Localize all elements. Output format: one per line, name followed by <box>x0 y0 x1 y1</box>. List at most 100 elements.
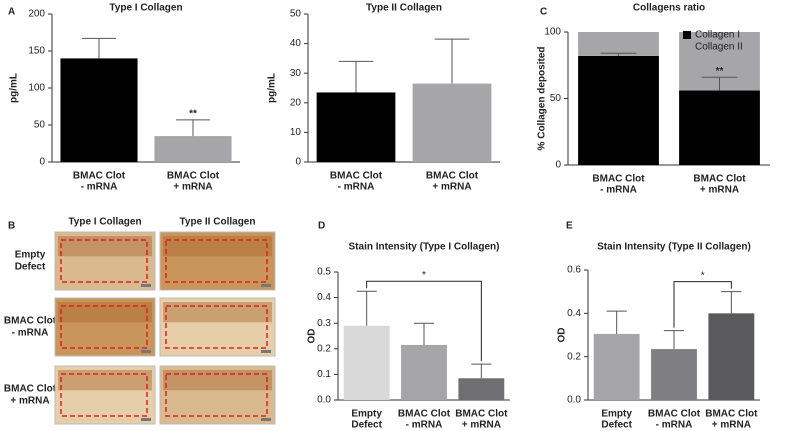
chart-title: Type II Collagen <box>366 3 442 14</box>
x-tick-label: BMAC Clot <box>705 409 758 420</box>
legend-swatch <box>683 31 691 39</box>
region-of-interest <box>165 373 268 417</box>
x-tick-label: + mRNA <box>712 420 751 431</box>
y-tick-label: 0.4 <box>317 292 331 303</box>
row-label: BMAC Clot <box>4 384 57 395</box>
histology-image <box>159 365 276 425</box>
bar-segment <box>578 55 659 165</box>
y-tick-label: 0.6 <box>567 265 581 276</box>
histology-image <box>54 365 156 425</box>
bar <box>401 344 447 400</box>
y-tick-label: 0.2 <box>317 343 331 354</box>
x-tick-label: BMAC Clot <box>330 171 383 182</box>
scale-bar <box>141 350 151 353</box>
panel-label: E <box>566 221 573 232</box>
y-tick-label: 30 <box>290 68 302 79</box>
scale-bar <box>141 284 151 287</box>
x-tick-label: BMAC Clot <box>693 174 746 185</box>
scale-bar <box>261 350 271 353</box>
significance-bracket <box>673 281 732 328</box>
y-tick-label: 0.5 <box>317 267 331 278</box>
bar <box>343 325 390 400</box>
y-axis-label: pg/mL <box>9 73 20 103</box>
y-tick-label: 50 <box>34 120 46 131</box>
y-tick-label: 0.4 <box>567 308 581 319</box>
significance-bracket <box>366 280 482 362</box>
chart-title: Stain Intensity (Type I Collagen) <box>349 242 500 253</box>
y-tick-label: 150 <box>28 46 45 57</box>
bar <box>412 83 492 162</box>
bar-segment <box>679 90 760 165</box>
row-label: - mRNA <box>12 328 49 339</box>
column-header: Type I Collagen <box>68 217 141 228</box>
x-tick-label: BMAC Clot <box>398 409 451 420</box>
y-tick-label: 0.1 <box>317 369 331 380</box>
y-tick-label: 0.2 <box>567 351 581 362</box>
y-tick-label: 0.0 <box>317 395 331 406</box>
legend-label: Collagen I <box>695 30 740 41</box>
x-tick-label: BMAC Clot <box>426 171 479 182</box>
y-axis-label: OD <box>307 329 318 344</box>
x-tick-label: - mRNA <box>600 185 637 196</box>
legend-swatch <box>683 43 691 51</box>
row-label: BMAC Clot <box>4 316 57 327</box>
y-tick-label: 100 <box>28 83 45 94</box>
region-of-interest <box>165 239 268 283</box>
scale-bar <box>261 418 271 421</box>
x-tick-label: BMAC Clot <box>648 409 701 420</box>
y-axis-label: OD <box>557 328 568 343</box>
histology-image <box>54 231 156 291</box>
y-tick-label: 0 <box>295 157 301 168</box>
column-header: Type II Collagen <box>180 217 256 228</box>
y-axis-label: % Collagen deposited <box>537 47 548 151</box>
legend-label: Collagen II <box>695 42 743 53</box>
region-of-interest <box>60 239 148 283</box>
x-tick-label: Defect <box>601 420 632 431</box>
chart-title: Stain Intensity (Type II Collagen) <box>597 242 751 253</box>
panel-label: B <box>8 221 15 232</box>
y-tick-label: 0 <box>39 157 45 168</box>
row-label: Empty <box>15 250 46 261</box>
y-tick-label: 20 <box>290 97 302 108</box>
significance-label: ** <box>189 108 197 119</box>
histology-tissue <box>163 370 272 391</box>
scale-bar <box>261 284 271 287</box>
x-tick-label: - mRNA <box>406 420 443 431</box>
x-tick-label: + mRNA <box>462 420 501 431</box>
panel-label: A <box>8 7 15 18</box>
scale-bar <box>141 418 151 421</box>
panel-label: D <box>318 221 325 232</box>
panel-label: C <box>540 7 547 18</box>
y-tick-label: 200 <box>28 9 45 20</box>
bar <box>316 92 396 162</box>
x-tick-label: Defect <box>351 420 382 431</box>
y-tick-label: 0.3 <box>317 318 331 329</box>
x-tick-label: + mRNA <box>432 182 471 193</box>
y-tick-label: 50 <box>290 9 302 20</box>
significance-label: * <box>422 270 426 281</box>
histology-image <box>159 297 276 357</box>
histology-tissue <box>58 236 152 257</box>
chart-title: Collagens ratio <box>633 3 705 14</box>
histology-image <box>159 231 276 291</box>
x-tick-label: BMAC Clot <box>455 409 508 420</box>
bar <box>458 378 505 400</box>
histology-tissue <box>163 236 272 257</box>
bar <box>708 313 755 400</box>
chart-title: Type I Collagen <box>109 3 182 14</box>
y-tick-label: 0.0 <box>567 395 581 406</box>
row-label: + mRNA <box>10 396 49 407</box>
x-tick-label: - mRNA <box>81 182 118 193</box>
x-tick-label: - mRNA <box>338 182 375 193</box>
row-label: Defect <box>15 262 46 273</box>
x-tick-label: BMAC Clot <box>592 174 645 185</box>
bar <box>651 349 697 400</box>
y-tick-label: 0 <box>555 160 561 171</box>
significance-label: ** <box>716 66 724 77</box>
histology-image <box>54 297 156 357</box>
y-tick-label: 100 <box>544 27 561 38</box>
x-tick-label: Empty <box>351 409 382 420</box>
y-tick-label: 50 <box>550 93 562 104</box>
x-tick-label: + mRNA <box>173 182 212 193</box>
